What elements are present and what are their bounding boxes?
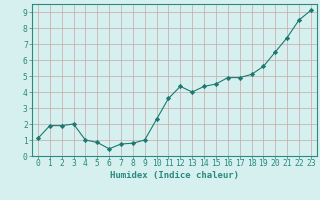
X-axis label: Humidex (Indice chaleur): Humidex (Indice chaleur)	[110, 171, 239, 180]
